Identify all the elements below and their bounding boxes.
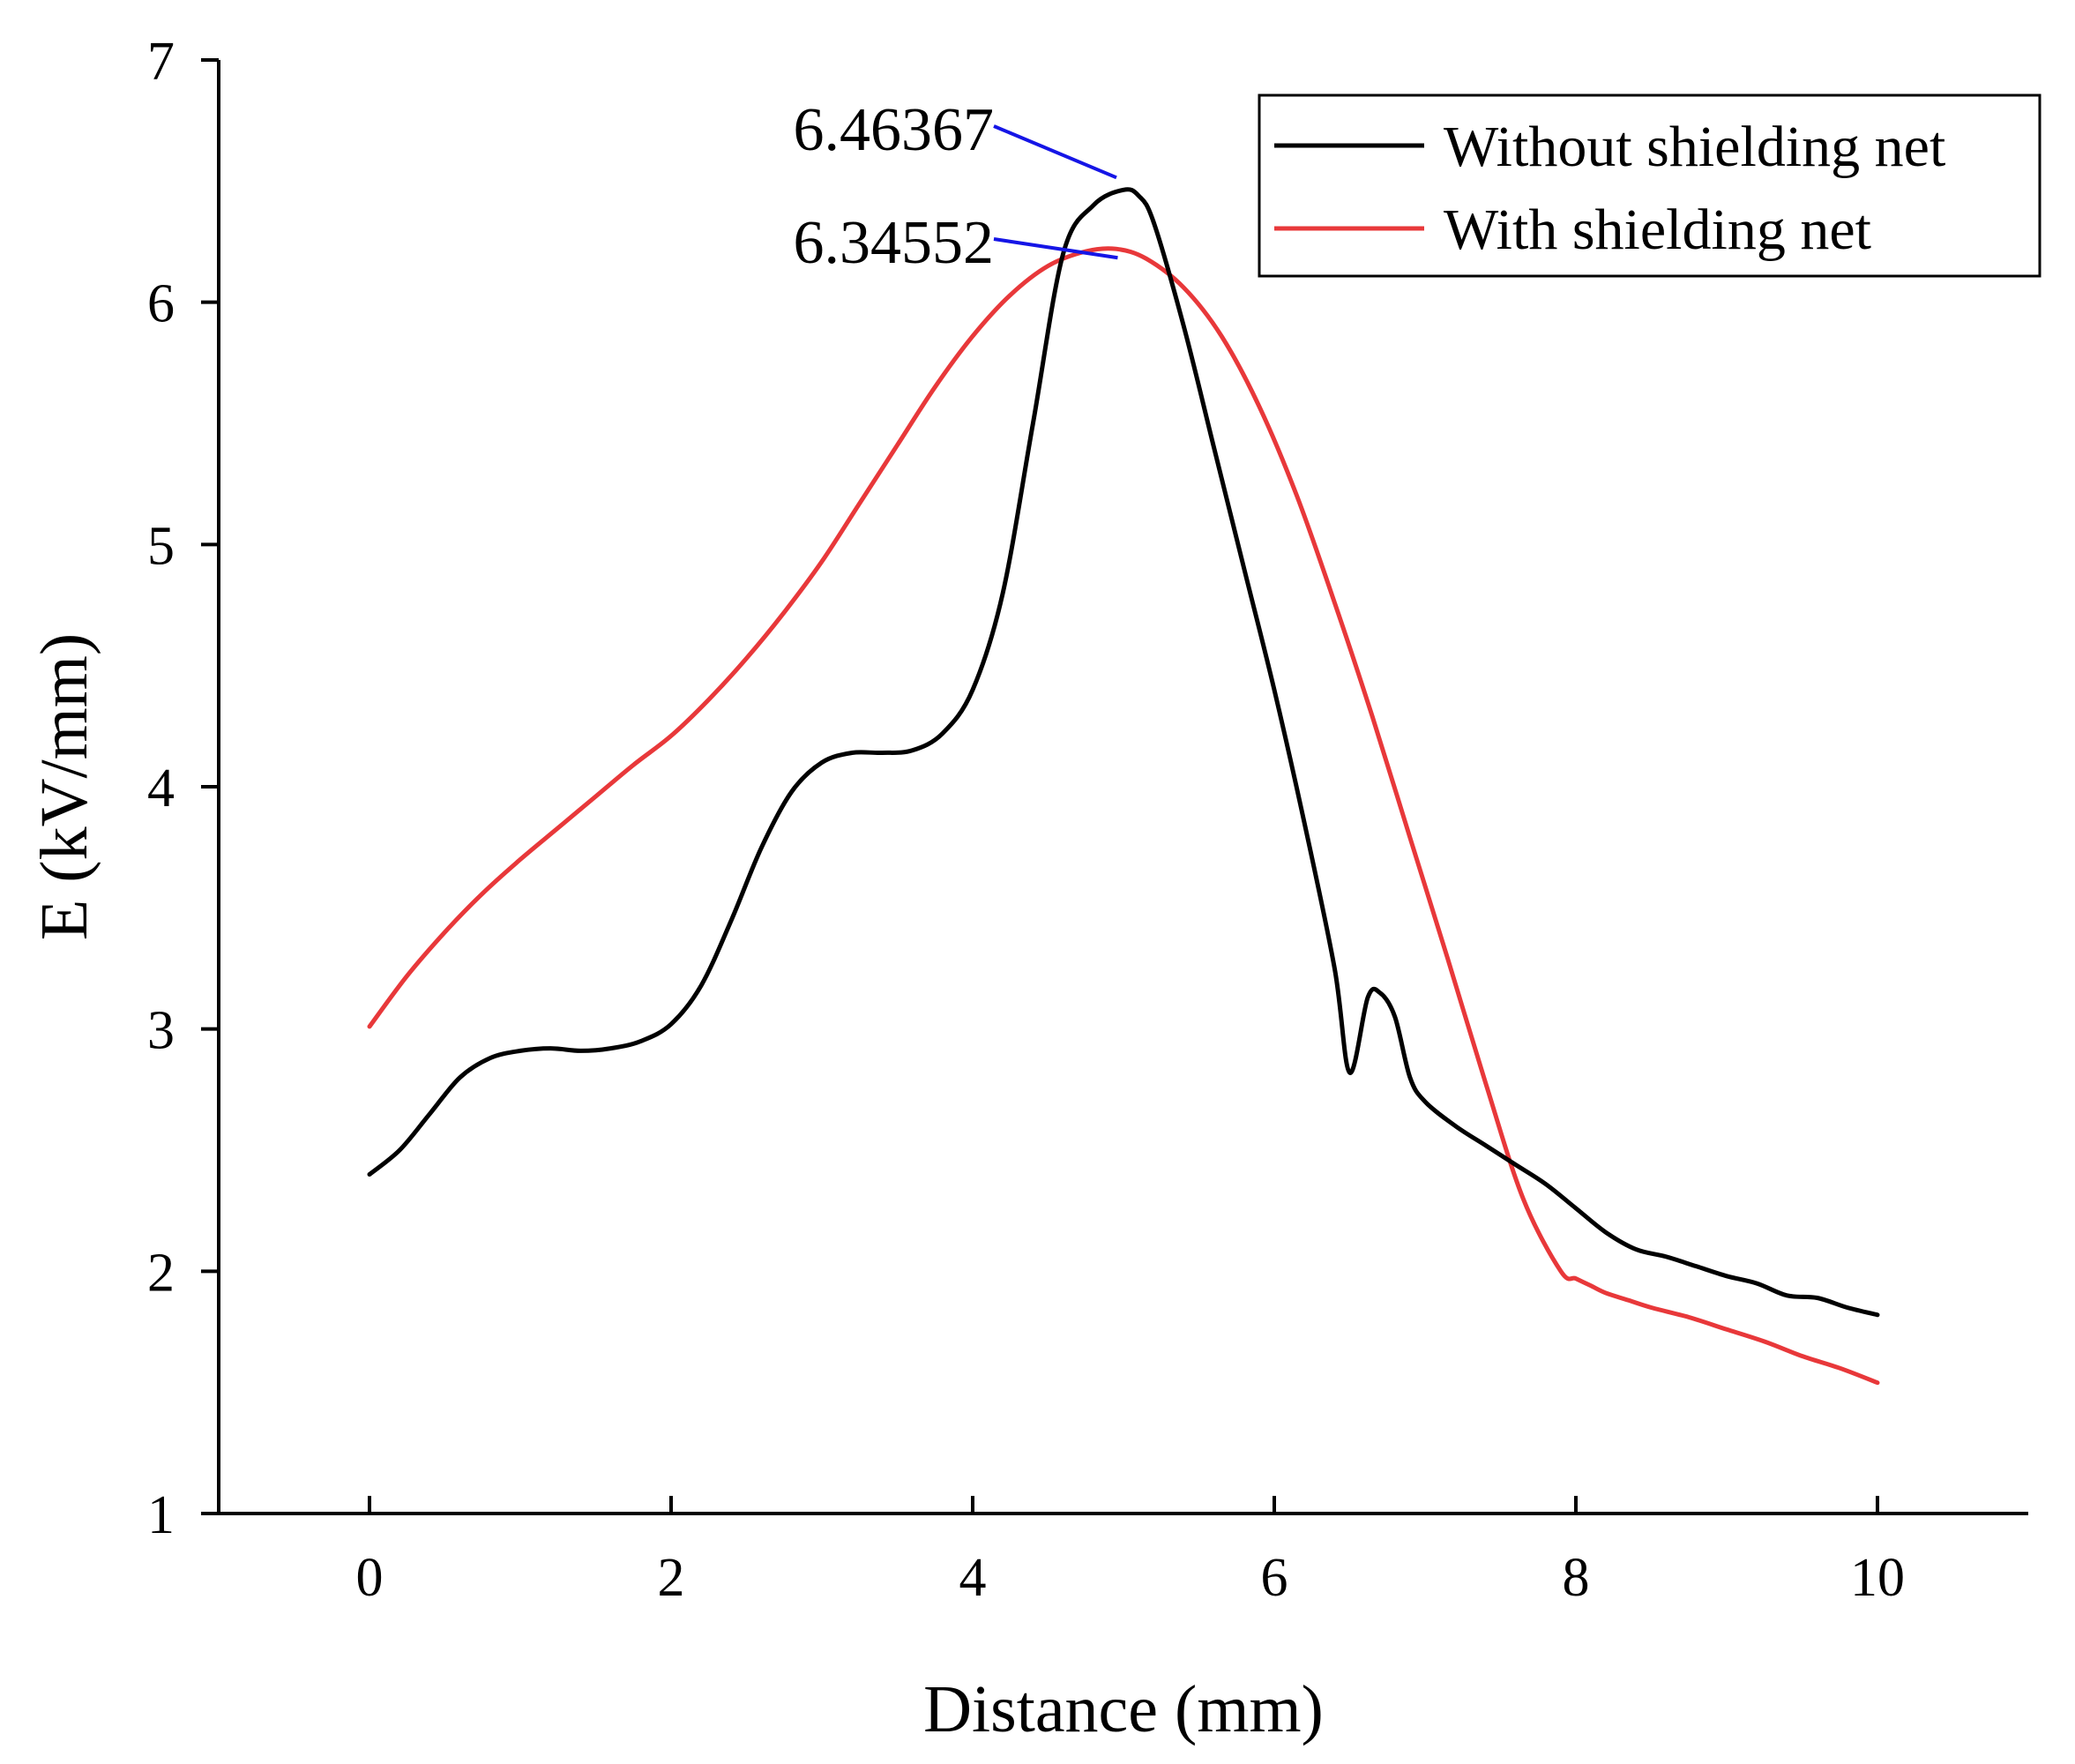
x-tick-label: 0 bbox=[356, 1548, 384, 1608]
legend-box bbox=[1258, 93, 2041, 278]
annotation-label: 6.46367 bbox=[794, 96, 995, 164]
y-ticks: 1 2 3 4 5 6 7 bbox=[147, 32, 219, 1545]
y-tick-label: 5 bbox=[147, 516, 175, 576]
y-tick-label: 2 bbox=[147, 1243, 175, 1303]
plot-lines bbox=[367, 187, 1880, 1386]
x-ticks: 0 2 4 6 8 10 bbox=[356, 1496, 1905, 1608]
y-tick-label: 1 bbox=[147, 1485, 175, 1545]
annotation-label: 6.34552 bbox=[794, 209, 995, 277]
x-tick-label: 6 bbox=[1261, 1548, 1288, 1608]
y-tick-label: 7 bbox=[147, 32, 175, 92]
legend: Without shielding net With shielding net bbox=[1258, 93, 2041, 278]
annotation-leader-line bbox=[993, 124, 1117, 180]
y-tick-label: 3 bbox=[147, 1001, 175, 1061]
annotation-leader-line bbox=[993, 237, 1118, 260]
x-tick-label: 10 bbox=[1850, 1548, 1905, 1608]
x-tick-label: 8 bbox=[1563, 1548, 1590, 1608]
x-tick-label: 2 bbox=[658, 1548, 685, 1608]
series-line-with-shielding bbox=[367, 246, 1880, 1386]
y-axis-title: E (kV/mm) bbox=[27, 633, 101, 940]
annotations: 6.46367 6.34552 bbox=[794, 96, 1118, 277]
y-tick-label: 4 bbox=[147, 759, 175, 818]
y-tick-label: 6 bbox=[147, 274, 175, 334]
x-axis-title: Distance (mm) bbox=[923, 1672, 1324, 1746]
legend-label-with-shielding: With shielding net bbox=[1444, 198, 1871, 262]
series-line-without-shielding bbox=[367, 187, 1880, 1318]
x-tick-label: 4 bbox=[959, 1548, 987, 1608]
legend-label-without-shielding: Without shielding net bbox=[1444, 115, 1945, 179]
